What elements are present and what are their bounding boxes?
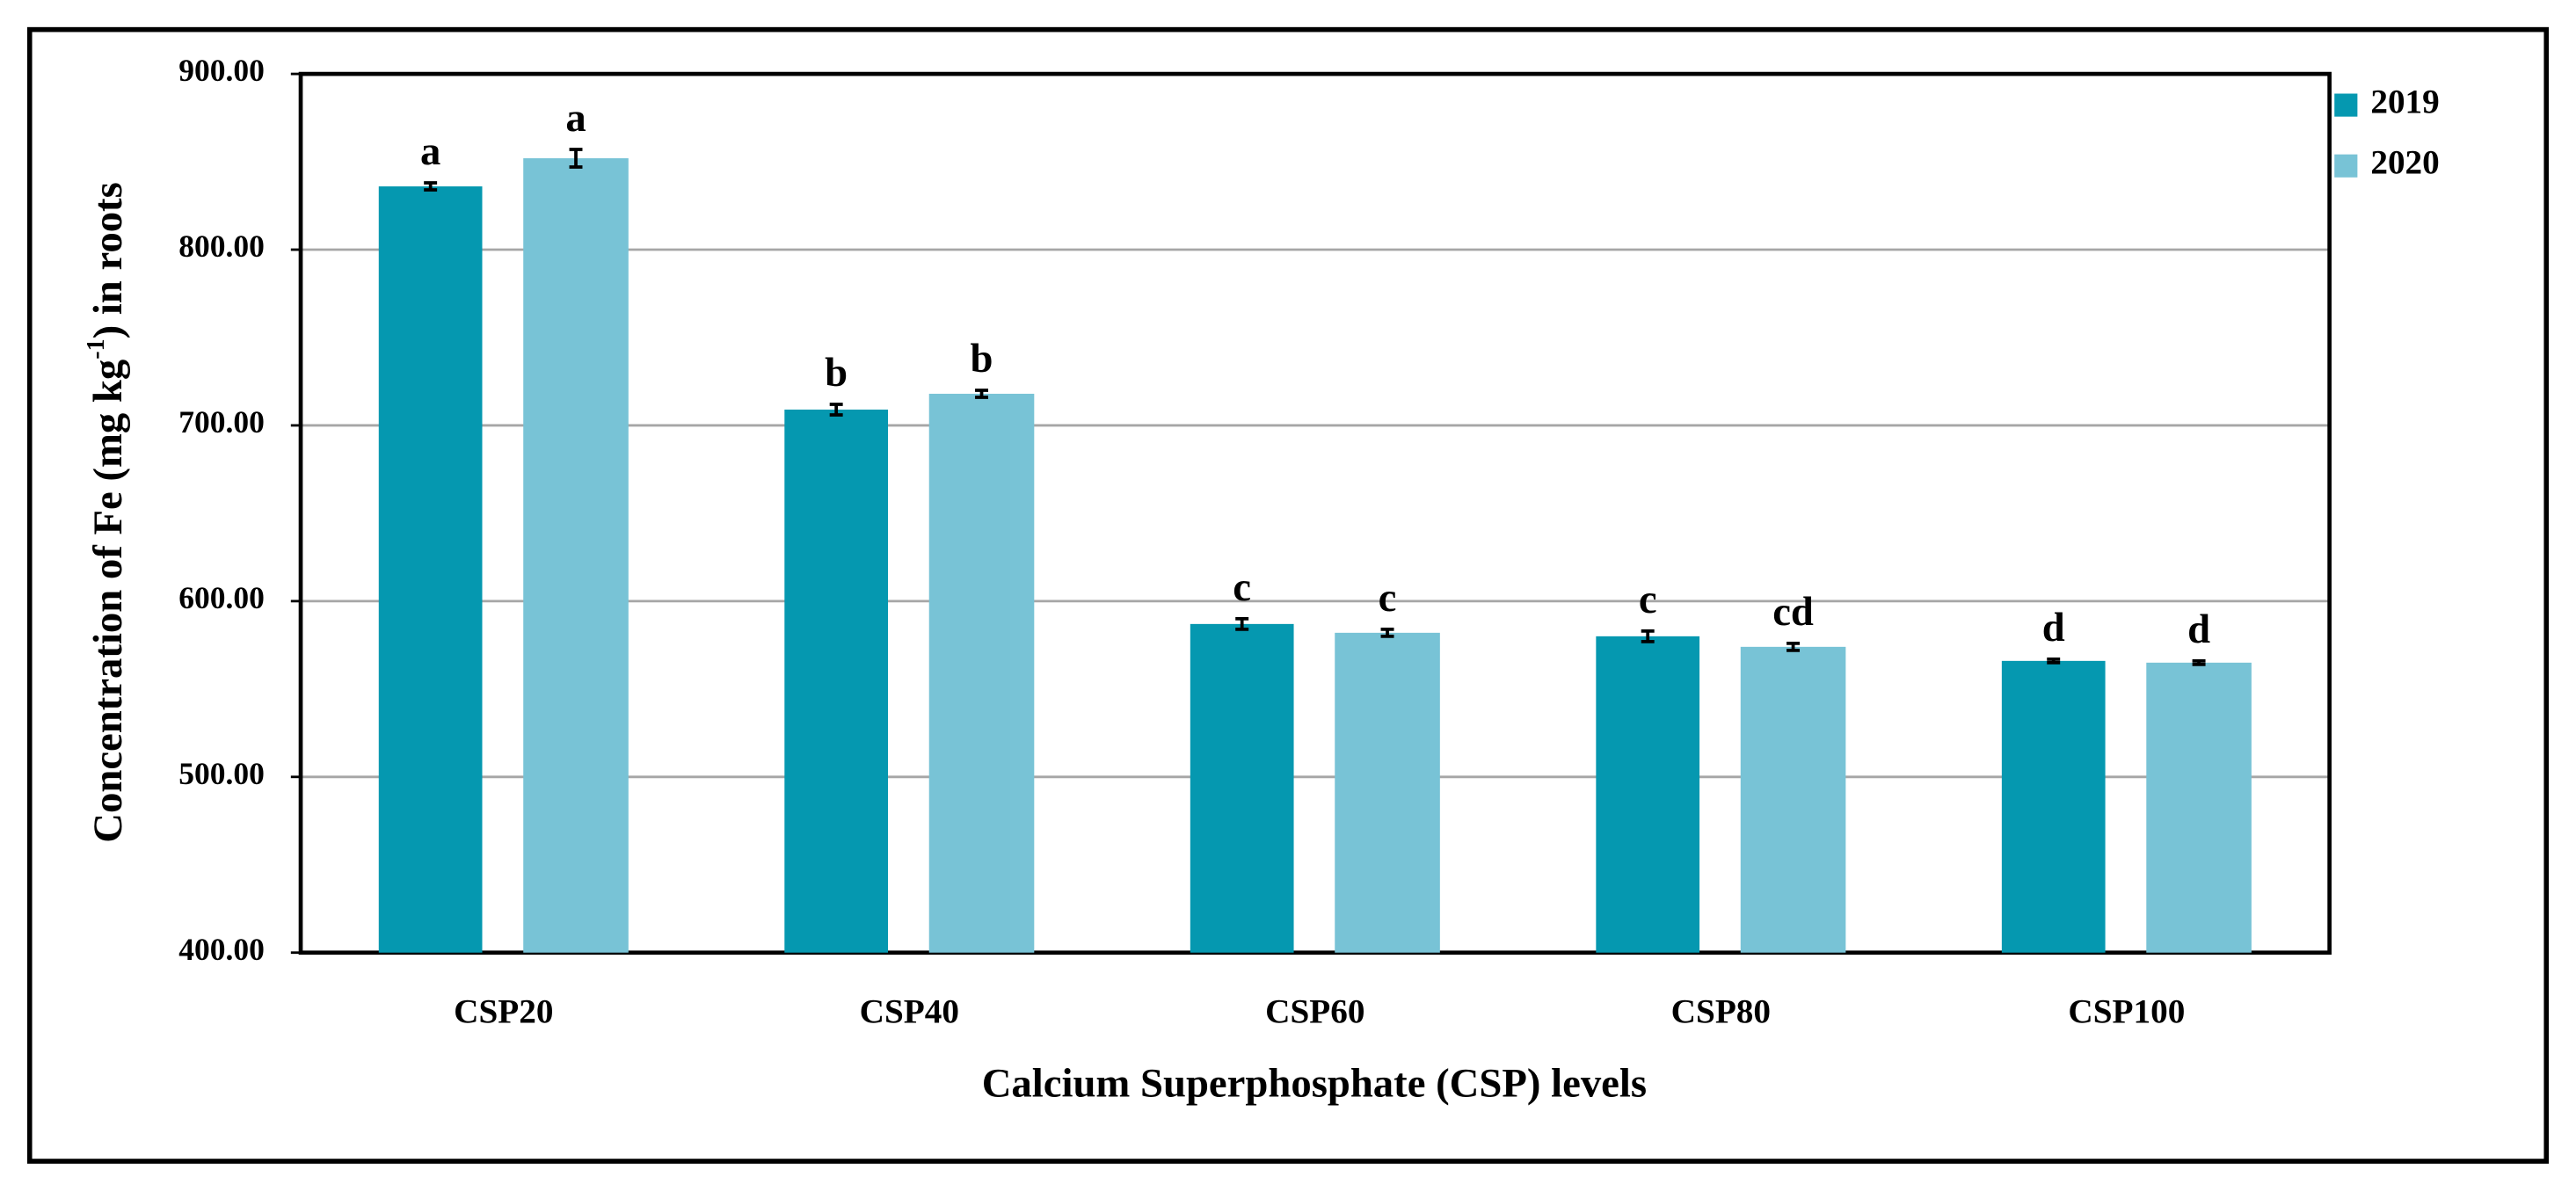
bar: [1596, 636, 1700, 953]
legend-label: 2020: [2370, 144, 2439, 182]
y-tick-label: 400.00: [178, 932, 265, 967]
significance-letter: d: [2187, 607, 2210, 652]
significance-letter: a: [565, 95, 586, 141]
y-axis-title: Concentration of Fe (mg kg-1) in roots: [84, 182, 131, 842]
legend-swatch: [2334, 93, 2358, 117]
bar: [523, 158, 629, 953]
legend-label: 2019: [2370, 84, 2439, 121]
y-axis-title-end: ) in roots: [85, 182, 131, 338]
error-bar: [569, 148, 583, 169]
error-bar: [2192, 658, 2206, 666]
error-bar: [1641, 629, 1655, 643]
x-tick-label: CSP60: [1265, 993, 1364, 1031]
significance-letter: c: [1639, 577, 1657, 622]
error-bar: [829, 403, 843, 417]
error-bar: [1235, 616, 1249, 631]
legend-swatch: [2334, 154, 2358, 178]
significance-letter: b: [825, 350, 848, 396]
x-tick-label: CSP20: [454, 993, 553, 1031]
error-bar: [975, 389, 988, 399]
y-tick-label: 700.00: [178, 404, 265, 440]
y-axis-title-main: Concentration of Fe (mg kg: [85, 360, 131, 843]
plot-frame: [298, 71, 2332, 956]
x-axis-title: Calcium Superphosphate (CSP) levels: [982, 1061, 1647, 1107]
significance-letter: c: [1379, 575, 1397, 621]
bar: [378, 186, 483, 953]
error-bar: [424, 181, 438, 192]
y-axis-title-sup: -1: [84, 338, 111, 359]
significance-letter: c: [1233, 564, 1251, 610]
significance-letter: cd: [1772, 589, 1814, 635]
x-tick-label: CSP40: [860, 993, 959, 1031]
y-tick-label: 900.00: [178, 53, 265, 88]
significance-letter: a: [420, 128, 440, 174]
bar: [1335, 632, 1440, 953]
bar: [928, 393, 1035, 953]
error-bar: [1786, 641, 1801, 652]
significance-letter: d: [2042, 605, 2065, 650]
bar: [784, 409, 889, 953]
x-tick-label: CSP100: [2068, 993, 2185, 1031]
outer-border: [26, 26, 2550, 1164]
bar: [1740, 646, 1846, 953]
error-bar: [2047, 657, 2061, 665]
y-tick-label: 500.00: [178, 756, 265, 791]
bar: [2001, 660, 2106, 953]
bar: [2146, 662, 2252, 953]
significance-letter: b: [971, 336, 993, 382]
error-bar: [1380, 627, 1394, 638]
y-tick-label: 800.00: [178, 229, 265, 264]
bar: [1190, 623, 1294, 953]
y-tick-label: 600.00: [178, 580, 265, 615]
x-tick-label: CSP80: [1671, 993, 1771, 1031]
